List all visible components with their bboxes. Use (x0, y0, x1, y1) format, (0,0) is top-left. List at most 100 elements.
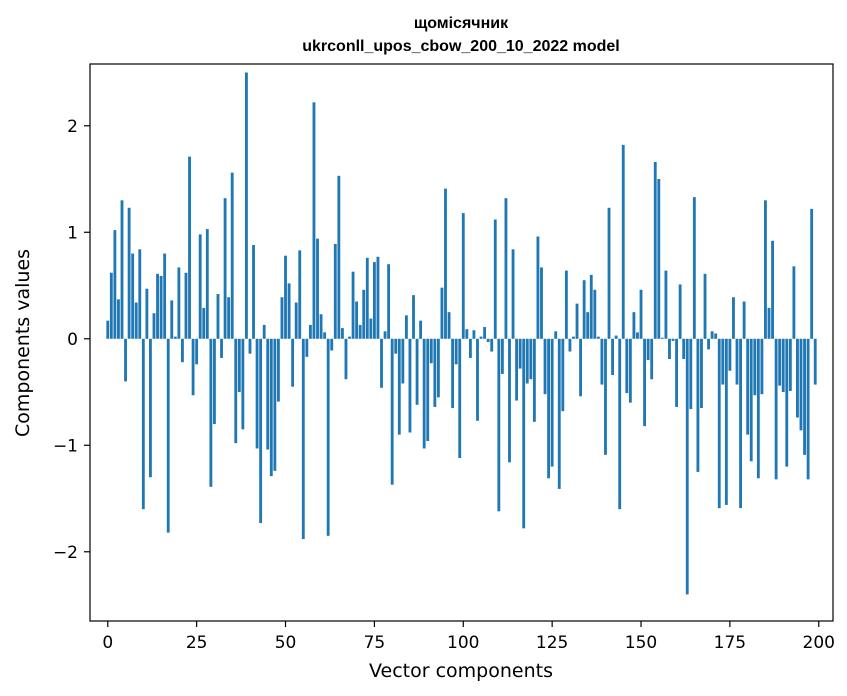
bar-27 (202, 307, 206, 339)
bar-133 (579, 338, 583, 397)
bar-9 (138, 249, 142, 339)
bar-1 (109, 272, 113, 339)
bar-139 (600, 338, 604, 385)
bar-89 (422, 338, 426, 449)
bar-28 (205, 229, 209, 339)
bar-112 (504, 198, 508, 339)
bar-171 (714, 333, 718, 339)
bar-175 (728, 338, 732, 371)
bar-196 (803, 338, 806, 455)
y-tick-label: −1 (53, 436, 78, 456)
bar-54 (298, 250, 302, 339)
bar-186 (767, 307, 771, 339)
bar-78 (383, 331, 387, 339)
bar-24 (191, 338, 195, 396)
bar-74 (369, 318, 373, 339)
bar-193 (792, 266, 796, 339)
bar-57 (308, 324, 312, 339)
bar-21 (181, 338, 184, 363)
bar-41 (252, 245, 255, 339)
bar-122 (540, 267, 543, 339)
bar-119 (529, 338, 533, 380)
bar-79 (387, 264, 391, 339)
bar-141 (607, 207, 611, 339)
bar-137 (593, 289, 597, 339)
bar-55 (301, 338, 305, 539)
bar-199 (813, 338, 817, 385)
bar-198 (810, 208, 814, 339)
bar-181 (749, 338, 753, 462)
bar-156 (660, 337, 664, 339)
bar-16 (163, 253, 167, 339)
bar-168 (703, 273, 707, 339)
bar-13 (152, 313, 156, 339)
bar-166 (696, 338, 700, 472)
bar-71 (358, 324, 362, 339)
bar-50 (284, 255, 287, 339)
bar-18 (170, 300, 174, 339)
bar-33 (223, 198, 227, 339)
bar-12 (149, 338, 152, 478)
bar-17 (166, 338, 170, 533)
bar-36 (234, 338, 238, 444)
bar-147 (628, 338, 632, 403)
y-axis-label: Components values (12, 249, 34, 437)
bar-80 (390, 338, 394, 485)
x-tick-label: 200 (803, 633, 835, 653)
bar-164 (689, 338, 693, 410)
bar-162 (682, 338, 686, 360)
bar-70 (355, 301, 359, 339)
y-tick-label: −2 (53, 543, 78, 563)
bar-110 (497, 338, 501, 512)
bar-158 (668, 338, 671, 360)
bar-105 (479, 336, 483, 339)
bar-86 (412, 295, 415, 339)
bar-67 (344, 338, 348, 380)
x-tick-label: 150 (625, 633, 657, 653)
bar-15 (159, 275, 163, 339)
bar-99 (458, 338, 462, 459)
bar-184 (760, 338, 764, 395)
bar-117 (522, 338, 526, 529)
bar-142 (611, 338, 615, 375)
x-tick-label: 125 (536, 633, 568, 653)
bar-97 (451, 338, 455, 408)
bar-3 (117, 299, 120, 339)
bar-56 (305, 338, 309, 357)
bar-115 (515, 338, 519, 401)
x-tick-label: 75 (364, 633, 386, 653)
bar-138 (596, 336, 600, 339)
bar-104 (476, 338, 479, 421)
bar-2 (113, 230, 117, 339)
y-tick-label: 1 (67, 223, 78, 243)
bar-124 (547, 338, 551, 479)
bar-66 (340, 328, 344, 339)
bar-165 (692, 197, 696, 339)
chart-title-line2: ukrconll_upos_cbow_200_10_2022 model (302, 38, 619, 55)
bar-59 (316, 238, 319, 339)
bar-149 (636, 332, 639, 339)
bar-26 (198, 234, 202, 339)
bar-62 (326, 338, 330, 536)
bar-101 (465, 329, 469, 339)
bar-72 (362, 289, 366, 339)
bar-0 (106, 320, 110, 339)
bar-152 (646, 338, 650, 361)
bar-23 (188, 156, 191, 339)
bar-11 (145, 288, 149, 339)
bar-7 (131, 253, 135, 339)
bar-85 (408, 338, 412, 433)
bar-96 (447, 312, 451, 339)
bar-129 (564, 270, 568, 339)
bar-131 (572, 336, 575, 339)
bar-182 (753, 338, 757, 396)
bar-46 (269, 338, 273, 477)
bar-109 (493, 219, 497, 339)
bar-157 (664, 270, 668, 339)
bar-84 (404, 315, 408, 339)
bar-111 (500, 338, 504, 374)
bar-135 (586, 312, 590, 339)
bar-60 (319, 314, 323, 339)
bar-169 (707, 338, 710, 350)
